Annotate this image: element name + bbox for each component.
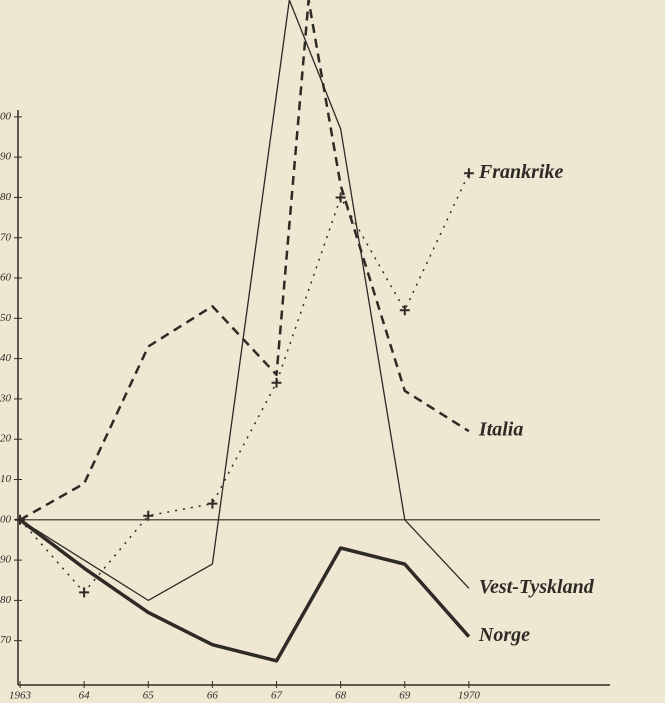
x-tick-label: 66 xyxy=(207,690,219,702)
x-tick-label: 68 xyxy=(335,690,347,702)
y-tick-label: 190 xyxy=(0,151,12,163)
series-label: Vest-Tyskland xyxy=(479,576,595,598)
series-line xyxy=(20,173,469,592)
series-line xyxy=(20,0,469,520)
y-tick-label: 160 xyxy=(0,272,12,284)
y-tick-label: 90 xyxy=(0,554,12,566)
cross-marker xyxy=(79,587,89,597)
y-tick-label: 170 xyxy=(0,231,12,243)
x-tick-label: 1970 xyxy=(458,690,481,702)
x-tick-label: 65 xyxy=(143,690,155,702)
y-tick-label: 80 xyxy=(0,594,12,606)
series-line xyxy=(20,520,469,661)
y-tick-label: 100 xyxy=(0,513,12,525)
x-tick-label: 67 xyxy=(271,690,283,702)
x-tick-label: 69 xyxy=(399,690,411,702)
y-tick-label: 110 xyxy=(0,473,11,485)
y-tick-label: 200 xyxy=(0,110,12,122)
cross-marker xyxy=(400,305,410,315)
series-line xyxy=(20,0,469,600)
y-tick-label: 130 xyxy=(0,392,12,404)
x-tick-label: 1963 xyxy=(9,690,32,702)
chart: 70 80 90 100 110 120 130 140 150 160 170 180 190 200 1… xyxy=(0,0,665,703)
series-label: Frankrike xyxy=(478,161,564,183)
y-tick-label: 150 xyxy=(0,312,12,324)
y-tick-label: 140 xyxy=(0,352,12,364)
cross-marker xyxy=(464,168,474,178)
y-tick-label: 180 xyxy=(0,191,12,203)
y-tick-label: 70 xyxy=(0,634,12,646)
cross-marker xyxy=(207,499,217,509)
page: {"chart_data": {"type": "line", "xlim": … xyxy=(0,0,665,703)
cross-marker xyxy=(272,378,282,388)
series-label: Italia xyxy=(478,419,523,441)
series-label: Norge xyxy=(478,624,530,646)
y-tick-label: 120 xyxy=(0,433,12,445)
x-tick-label: 64 xyxy=(79,690,91,702)
